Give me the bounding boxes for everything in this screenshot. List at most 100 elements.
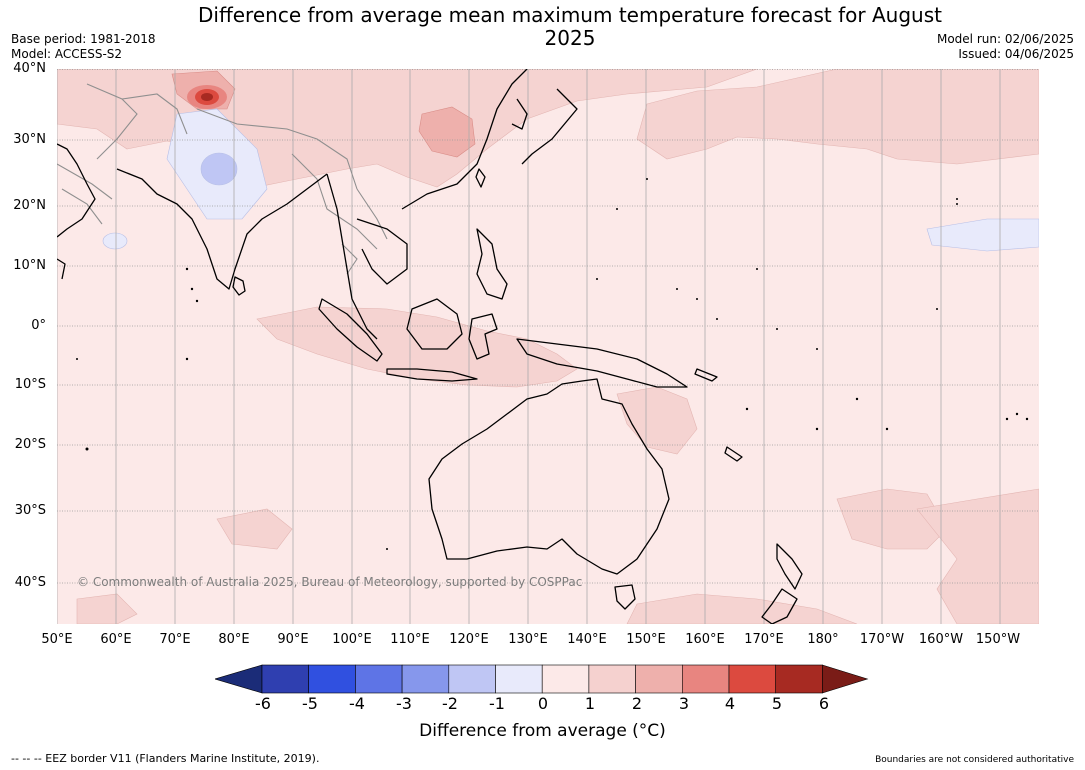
lon-label: 160°E <box>685 632 725 647</box>
coast-srilanka <box>232 276 246 296</box>
colorbar-cell <box>541 664 590 694</box>
colorbar-tick: 5 <box>771 694 783 713</box>
coastlines <box>57 69 803 624</box>
colorbar-cell <box>495 664 543 694</box>
colorbar-cell <box>401 664 450 694</box>
lon-label: 170°E <box>744 632 784 647</box>
coast-tasmania <box>614 584 636 610</box>
coast-korea <box>511 98 528 130</box>
map-title: Difference from average mean maximum tem… <box>198 3 942 50</box>
lon-label: 150°E <box>626 632 666 647</box>
anomaly-pacific-cool <box>926 218 1039 252</box>
anomaly-south-pacific <box>916 488 1039 624</box>
lat-label: 30°S <box>14 503 46 518</box>
colorbar-tick: 3 <box>678 694 690 713</box>
colorbar-cell <box>635 664 683 694</box>
lat-label: 20°N <box>13 198 46 213</box>
anomaly-cool <box>102 108 1039 252</box>
meta-right: Model run: 02/06/2025 Issued: 04/06/2025 <box>937 32 1074 62</box>
lon-label: 110°E <box>390 632 430 647</box>
issued-date: Issued: 04/06/2025 <box>958 47 1074 61</box>
lon-label: 70°E <box>159 632 191 647</box>
colorbar-tick: 6 <box>818 694 830 713</box>
anomaly-west-south <box>76 593 138 624</box>
lat-label: 40°N <box>13 61 46 76</box>
colorbar-tick: -4 <box>349 694 365 713</box>
coast-arabia <box>57 143 96 238</box>
anomaly-tasman <box>836 488 948 550</box>
lat-label: 10°S <box>14 377 46 392</box>
anomaly-india-cool-core <box>200 152 238 186</box>
meta-left: Base period: 1981-2018 Model: ACCESS-S2 <box>11 32 156 62</box>
coast-china <box>401 69 528 210</box>
coast-nz-north <box>776 543 803 590</box>
colorbar-extend-high <box>822 664 869 694</box>
coast-africa-horn <box>57 258 66 280</box>
colorbar-cell <box>775 664 823 694</box>
lon-label: 140°E <box>567 632 607 647</box>
coast-java <box>386 368 478 382</box>
coast-nz-south <box>761 588 798 624</box>
coast-sulawesi <box>468 313 498 360</box>
colorbar-title: Difference from average (°C) <box>419 721 666 741</box>
colorbar-cell <box>728 664 777 694</box>
coast-indochina <box>356 218 408 285</box>
coast-australia <box>428 378 670 575</box>
coast-taiwan <box>475 168 486 188</box>
coast-new-caledonia <box>724 446 743 462</box>
map-panel: © Commonwealth of Australia 2025, Bureau… <box>57 69 1039 624</box>
colorbar-tick: -5 <box>302 694 318 713</box>
coast-borneo <box>406 298 463 350</box>
anomaly-maritime <box>256 306 578 388</box>
lon-label: 130°E <box>508 632 548 647</box>
lat-label: 10°N <box>13 258 46 273</box>
anomaly-hotspot <box>187 85 227 109</box>
model-run: Model run: 02/06/2025 <box>936 32 1074 46</box>
copyright-text: © Commonwealth of Australia 2025, Bureau… <box>77 575 582 589</box>
coast-sumatra <box>318 298 383 362</box>
country-borders <box>57 83 388 275</box>
anomaly-coral-sea <box>616 386 698 455</box>
colorbar-cells <box>215 664 869 694</box>
gridlines <box>57 69 1039 584</box>
base-period: Base period: 1981-2018 <box>11 32 156 46</box>
lon-label: 100°E <box>332 632 372 647</box>
coast-newguinea <box>516 338 688 388</box>
lon-label: 180° <box>807 632 839 647</box>
lat-label: 0° <box>31 318 46 333</box>
colorbar-cell <box>448 664 496 694</box>
lon-label: 150°W <box>975 632 1021 647</box>
lon-label: 60°E <box>100 632 132 647</box>
colorbar-tick: 0 <box>537 694 549 713</box>
lon-label: 80°E <box>218 632 250 647</box>
boundaries-note: Boundaries are not considered authoritat… <box>875 755 1074 765</box>
anomaly-southern-ocean <box>626 593 858 624</box>
colorbar-tick: -1 <box>489 694 505 713</box>
hotspot-core <box>201 93 213 101</box>
anomaly-china-strong <box>418 106 476 158</box>
coast-japan <box>521 88 578 165</box>
lat-label: 30°N <box>13 132 46 147</box>
colorbar-tick: 4 <box>724 694 736 713</box>
colorbar-cell <box>355 664 403 694</box>
anomaly-indian-east <box>216 508 293 550</box>
coast-india <box>116 168 328 290</box>
lon-label: 50°E <box>41 632 73 647</box>
islands <box>76 178 1029 550</box>
colorbar-tick: 2 <box>631 694 643 713</box>
anomaly-arabian-cool <box>102 232 128 250</box>
lon-label: 90°E <box>277 632 309 647</box>
colorbar-cell <box>588 664 636 694</box>
colorbar-cell <box>308 664 356 694</box>
lat-label: 40°S <box>14 575 46 590</box>
coast-philippines <box>476 228 508 300</box>
lon-label: 160°W <box>918 632 964 647</box>
colorbar-extend-low <box>215 664 263 694</box>
coast-burma-thai <box>326 173 378 340</box>
colorbar-tick: -6 <box>255 694 271 713</box>
lon-label: 170°W <box>859 632 905 647</box>
model-name: Model: ACCESS-S2 <box>11 47 123 61</box>
meridians <box>57 69 1001 624</box>
colorbar-cell <box>681 664 730 694</box>
lat-label: 20°S <box>14 437 46 452</box>
